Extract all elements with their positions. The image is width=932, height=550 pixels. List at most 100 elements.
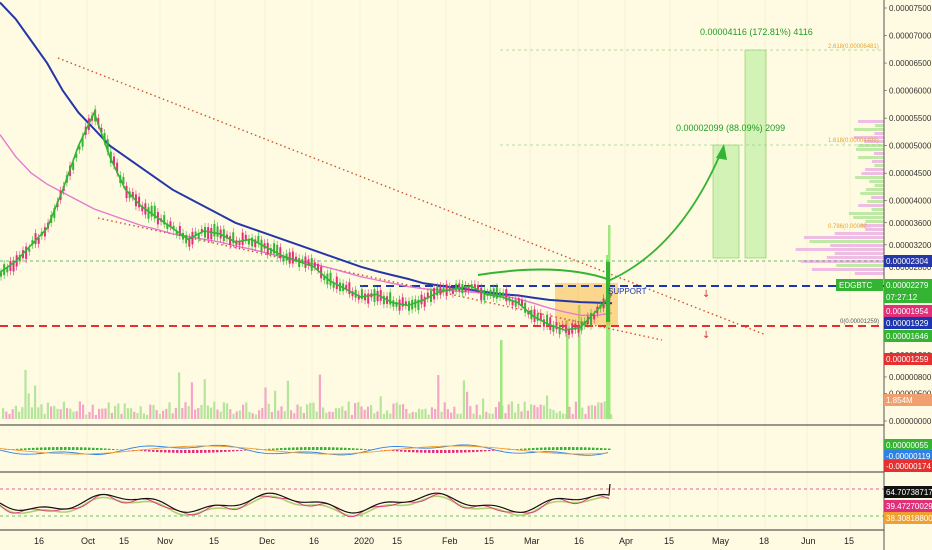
volume-bar	[181, 408, 184, 419]
volume-bar	[517, 403, 520, 419]
candle	[568, 329, 571, 335]
volume-bar	[466, 391, 469, 419]
volume-bar	[552, 409, 555, 419]
candle	[291, 251, 294, 264]
macd-histogram-bar	[548, 447, 551, 450]
candle	[593, 314, 596, 320]
candle	[251, 237, 254, 247]
candle	[131, 192, 134, 198]
candle	[564, 324, 567, 333]
candle	[232, 232, 235, 244]
macd-histogram-bar	[192, 450, 195, 453]
candle	[442, 287, 445, 293]
time-tick-label: Jun	[801, 536, 816, 546]
macd-histogram-bar	[396, 450, 399, 452]
candle	[100, 127, 103, 133]
volume-profile-bar	[855, 176, 884, 179]
candle	[298, 258, 301, 268]
macd-histogram-bar	[580, 447, 583, 450]
macd-histogram-bar	[80, 447, 83, 450]
volume-bar	[302, 413, 305, 419]
volume-profile-bar	[863, 140, 884, 143]
candle	[191, 231, 194, 245]
volume-bar	[603, 401, 606, 419]
volume-profile-bar	[865, 168, 884, 171]
support-label: SUPPORT	[608, 287, 647, 296]
volume-profile	[795, 120, 884, 275]
candle	[276, 244, 279, 256]
candle	[524, 302, 527, 313]
upper-channel-line	[57, 57, 767, 336]
volume-profile-bar	[826, 256, 884, 259]
candle	[417, 299, 420, 311]
candle	[473, 284, 476, 288]
macd-histogram-bar	[564, 447, 567, 450]
volume-bar	[526, 410, 529, 419]
candle	[464, 285, 467, 292]
price-badge-label: 0.00001929	[886, 319, 929, 328]
macd-histogram-bar	[424, 450, 427, 453]
candle	[376, 291, 379, 302]
macd-histogram-bar	[72, 447, 75, 450]
candle	[295, 256, 298, 260]
volume-bar	[555, 412, 558, 419]
volume-profile-bar	[857, 156, 884, 159]
macd-histogram-bar	[600, 448, 603, 450]
price-tick-label: 0.00006500	[889, 59, 932, 68]
volume-bar	[46, 402, 49, 419]
down-arrow-icon: ↓	[702, 289, 710, 300]
candle	[12, 260, 15, 272]
price-badge	[884, 305, 932, 317]
volume-profile-bar	[857, 144, 884, 147]
macd-histogram-bar	[348, 448, 351, 450]
volume-bar	[504, 413, 507, 419]
volume-profile-bar	[861, 172, 884, 175]
candle	[404, 301, 407, 306]
volume-bar	[27, 393, 30, 419]
volume-bar	[254, 414, 257, 419]
candle	[125, 185, 128, 199]
time-tick-label: May	[712, 536, 730, 546]
volume-bar	[328, 411, 331, 419]
candle	[351, 291, 354, 297]
macd-histogram-bar	[76, 447, 79, 450]
time-tick-label: 2020	[354, 536, 374, 546]
macd-histogram-bar	[284, 447, 287, 450]
volume-profile-bar	[854, 272, 884, 275]
volume-bar	[168, 402, 171, 419]
macd-line	[0, 444, 609, 456]
volume-bar	[290, 410, 293, 419]
price-badge-label: -0.00000174	[886, 462, 931, 471]
volume-bar	[139, 406, 142, 419]
volume-bar	[434, 408, 437, 419]
volume-bar	[370, 405, 373, 419]
macd-histogram-bar	[608, 448, 611, 450]
volume-bar	[72, 411, 75, 419]
candle	[112, 156, 115, 166]
volume-bars	[2, 225, 613, 419]
price-tick-label: 0.00000500	[889, 389, 932, 398]
candle	[408, 301, 410, 311]
macd-histogram-bar	[176, 450, 179, 453]
volume-bar	[379, 396, 382, 419]
macd-histogram-bar	[412, 450, 415, 453]
volume-bar	[331, 411, 334, 419]
price-badge-label: 0.00001259	[886, 355, 929, 364]
price-tick-label: 0.00005500	[889, 114, 932, 123]
volume-bar	[37, 407, 40, 419]
volume-bar	[50, 406, 53, 419]
macd-histogram-bar	[48, 447, 51, 450]
candle	[310, 258, 313, 271]
volume-profile-bar	[871, 160, 884, 163]
price-tick-label: 0.00000000	[889, 417, 932, 426]
volume-bar	[178, 372, 181, 419]
volume-profile-bar	[853, 136, 884, 139]
volume-profile-bar	[830, 244, 884, 247]
candle	[495, 287, 498, 299]
volume-bar	[187, 406, 190, 419]
candle	[169, 221, 172, 227]
macd-histogram-bar	[440, 450, 443, 453]
volume-bar	[98, 408, 101, 419]
macd-histogram-bar	[316, 447, 319, 450]
